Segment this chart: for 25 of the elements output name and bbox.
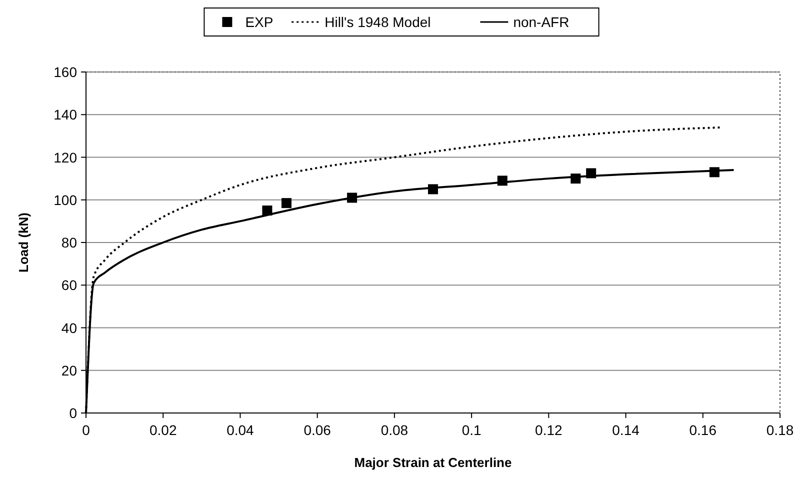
y-tick-label: 140 (54, 106, 78, 123)
x-axis-title: Major Strain at Centerline (354, 455, 512, 470)
y-tick-label: 40 (61, 320, 78, 336)
x-tick-label: 0.02 (149, 422, 177, 438)
x-tick-label: 0.16 (689, 422, 717, 438)
x-tick-label: 0.08 (380, 422, 408, 438)
legend-label: Hill's 1948 Model (324, 14, 431, 30)
y-tick-label: 0 (69, 405, 78, 421)
y-tick-label: 60 (61, 277, 78, 294)
y-tick-label: 120 (54, 149, 78, 166)
x-tick-label: 0.12 (535, 422, 563, 438)
y-tick-label: 100 (54, 192, 78, 208)
y-tick-label: 80 (61, 234, 78, 250)
y-tick-label: 20 (61, 362, 78, 378)
x-tick-label: 0.18 (766, 422, 794, 438)
legend-label: non-AFR (513, 14, 570, 30)
x-tick-label: 0.14 (612, 422, 640, 438)
y-axis-title: Load (kN) (16, 212, 31, 272)
x-tick-label: 0.06 (304, 422, 332, 438)
x-tick-label: 0.04 (226, 422, 254, 438)
legend-label: EXP (245, 14, 274, 30)
x-tick-label: 0 (82, 422, 90, 438)
y-tick-label: 160 (54, 64, 78, 80)
x-tick-label: 0.1 (462, 422, 482, 438)
point (281, 198, 292, 208)
